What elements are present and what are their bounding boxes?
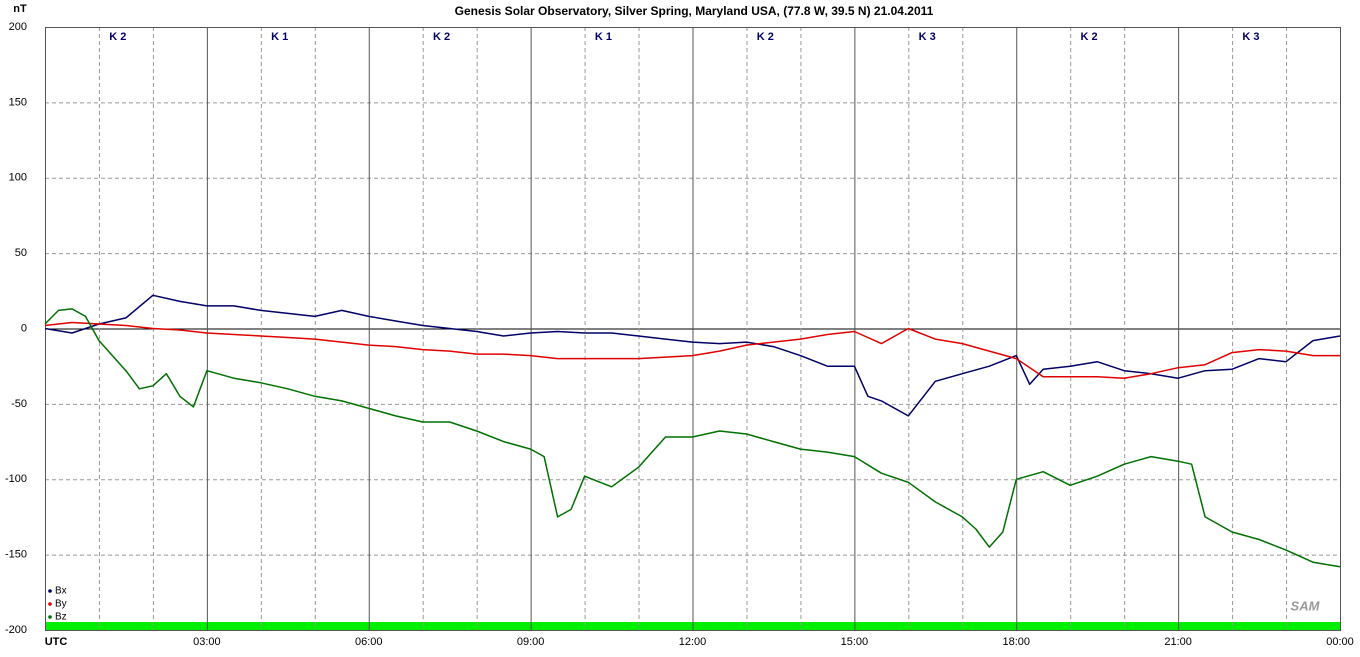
y-tick-label: -200 bbox=[5, 624, 27, 636]
k-index-label: K 2 bbox=[433, 31, 450, 43]
k-index-label: K 3 bbox=[1242, 31, 1259, 43]
y-tick-label: -50 bbox=[11, 398, 27, 410]
series-line bbox=[44, 321, 1340, 379]
k-index-label: K 2 bbox=[757, 31, 774, 43]
k-index-label: K 2 bbox=[109, 31, 126, 43]
x-tick-label: 09:00 bbox=[517, 636, 545, 648]
y-tick-label: 100 bbox=[9, 172, 27, 184]
x-tick-label: 21:00 bbox=[1164, 636, 1192, 648]
k-index-label: K 2 bbox=[1081, 31, 1098, 43]
y-tick-label: 150 bbox=[9, 96, 27, 108]
y-tick-label: 200 bbox=[9, 21, 27, 33]
x-tick-label: 15:00 bbox=[841, 636, 869, 648]
legend-marker bbox=[48, 615, 52, 619]
y-tick-label: -150 bbox=[5, 549, 27, 561]
k-index-label: K 1 bbox=[595, 31, 612, 43]
logo: SAM bbox=[1291, 598, 1321, 613]
legend-label: Bz bbox=[55, 612, 67, 623]
y-axis-label: nT bbox=[13, 3, 27, 15]
x-tick-label: 06:00 bbox=[355, 636, 383, 648]
legend-marker bbox=[48, 589, 52, 593]
x-tick-label: UTC bbox=[45, 636, 68, 648]
x-tick-label: 12:00 bbox=[679, 636, 707, 648]
k-index-label: K 1 bbox=[271, 31, 288, 43]
y-tick-label: 0 bbox=[21, 322, 27, 334]
legend-marker bbox=[48, 602, 52, 606]
x-tick-label: 18:00 bbox=[1002, 636, 1030, 648]
k-index-label: K 3 bbox=[919, 31, 936, 43]
legend-label: By bbox=[55, 599, 67, 610]
legend-label: Bx bbox=[55, 586, 67, 597]
series-line bbox=[44, 294, 1341, 417]
series-line bbox=[44, 308, 1341, 568]
chart-title: Genesis Solar Observatory, Silver Spring… bbox=[455, 4, 934, 18]
y-tick-label: -100 bbox=[5, 473, 27, 485]
x-tick-label: 00:00 bbox=[1326, 636, 1354, 648]
y-tick-label: 50 bbox=[15, 247, 27, 259]
x-tick-label: 03:00 bbox=[193, 636, 221, 648]
